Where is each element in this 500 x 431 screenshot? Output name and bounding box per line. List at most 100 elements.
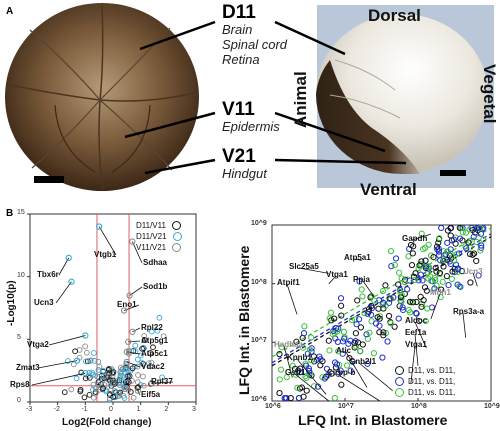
volcano-point: [150, 344, 156, 351]
panel-b-letter: B: [6, 208, 14, 219]
lfq-leader-line: [283, 345, 293, 378]
lfq-point: [356, 278, 363, 285]
lfq-point: [354, 297, 361, 304]
volcano-point: [84, 358, 91, 365]
volcano-point: [64, 358, 71, 364]
lfq-gene-label: Mdh1: [430, 288, 451, 297]
volcano-point: [129, 377, 135, 384]
lfq-point: [395, 281, 402, 288]
volcano-point: [140, 382, 147, 389]
blastomere-d11-name: D11: [222, 2, 256, 23]
volcano-y-tick: 15: [17, 209, 25, 216]
lfq-gene-label: Ucn3: [463, 267, 483, 276]
volcano-gene-label: Rpl22: [141, 323, 163, 332]
lfq-point: [440, 257, 447, 265]
volcano-x-tick: 2: [164, 406, 169, 413]
lfq-x-tick: 10^8: [411, 403, 427, 410]
volcano-point: [160, 333, 167, 340]
lfq-point: [454, 268, 462, 276]
lfq-point: [398, 294, 405, 302]
lfq-point: [446, 258, 453, 265]
volcano-labeled-point: [129, 238, 136, 245]
lfq-point: [340, 328, 348, 335]
volcano-y-tick: 10: [17, 271, 25, 279]
volcano-labeled-point: [134, 387, 142, 394]
tissue-retina: Retina: [222, 52, 260, 67]
lfq-point: [456, 235, 464, 242]
lfq-point: [352, 330, 360, 337]
volcano-labeled-point: [126, 292, 133, 299]
lfq-point: [435, 252, 443, 259]
lfq-point: [300, 330, 308, 337]
lfq-leader-line: [298, 267, 329, 274]
pointer-v21-right: [274, 158, 407, 165]
lfq-point: [467, 279, 474, 286]
panel-a-letter: A: [6, 6, 14, 17]
lfq-point: [392, 255, 400, 262]
lfq-legend: D11, vs. D11, D11, vs. D11, D11, vs. D11…: [395, 365, 455, 398]
volcano-x-tick: 0: [109, 406, 113, 413]
volcano-point: [73, 375, 80, 382]
lfq-leader-line: [296, 358, 327, 395]
lfq-point: [396, 269, 403, 276]
lfq-y-tick: 10^6: [251, 396, 267, 403]
lfq-point: [359, 293, 366, 300]
lfq-point: [308, 345, 315, 352]
lfq-gene-label: Cirbp-b: [327, 368, 356, 377]
lfq-point: [380, 332, 387, 339]
volcano-point: [91, 350, 97, 356]
lfq-point: [420, 246, 427, 253]
lfq-legend-item-blue: D11, vs. D11,: [395, 376, 455, 387]
lfq-leader-line: [358, 362, 393, 391]
lfq-point: [323, 365, 331, 372]
lfq-point: [457, 283, 464, 290]
legend-label-v11-v21: V11/V21: [136, 243, 167, 252]
lfq-point: [341, 335, 348, 342]
lfq-legend-label-black: D11, vs. D11,: [408, 366, 456, 375]
lfq-gene-label: Hadhaa: [274, 340, 303, 349]
volcano-point: [125, 379, 132, 385]
volcano-point: [148, 363, 154, 370]
lfq-gene-label: Atpif1: [277, 278, 300, 287]
lfq-point: [276, 389, 283, 397]
lfq-point: [415, 277, 422, 284]
lfq-point: [359, 341, 366, 348]
lfq-point: [376, 315, 383, 322]
volcano-gene-label: Vtga2: [27, 340, 49, 349]
volcano-legend: D11/V11 D11/V21 V11/V21: [136, 220, 182, 253]
lfq-leader-line: [472, 272, 478, 287]
lfq-point: [300, 344, 307, 351]
volcano-x-tick: -1: [81, 406, 88, 413]
lfq-point: [391, 323, 398, 330]
lfq-point: [411, 276, 418, 284]
volcano-point: [148, 359, 155, 366]
lfq-point: [367, 294, 374, 301]
pointer-v11-right: [274, 111, 386, 153]
lfq-point: [467, 244, 474, 251]
lfq-point: [424, 263, 432, 270]
pointer-d11-right: [274, 20, 346, 56]
lfq-point: [417, 271, 424, 278]
lfq-point: [451, 265, 458, 272]
blastomere-v11-name: V11: [222, 99, 255, 120]
lfq-leader-line: [462, 312, 467, 338]
blastomere-v21-name: V21: [222, 146, 256, 167]
lfq-point: [317, 356, 324, 363]
lfq-point: [478, 242, 485, 249]
lfq-point: [459, 229, 466, 236]
volcano-leader-line: [132, 241, 143, 264]
lfq-point: [474, 224, 481, 232]
volcano-labeled-point: [73, 357, 81, 364]
volcano-gene-label: Sdhaa: [143, 258, 168, 267]
volcano-point: [126, 373, 133, 379]
lfq-x-tick: 10^9: [484, 403, 500, 410]
lfq-point: [308, 334, 315, 341]
lfq-point: [361, 310, 368, 317]
lfq-point: [364, 310, 371, 317]
lfq-point: [422, 263, 430, 270]
volcano-point: [61, 389, 68, 396]
lfq-point: [425, 241, 432, 248]
volcano-point: [129, 365, 136, 372]
lfq-point: [443, 273, 450, 280]
lfq-point: [451, 257, 458, 264]
